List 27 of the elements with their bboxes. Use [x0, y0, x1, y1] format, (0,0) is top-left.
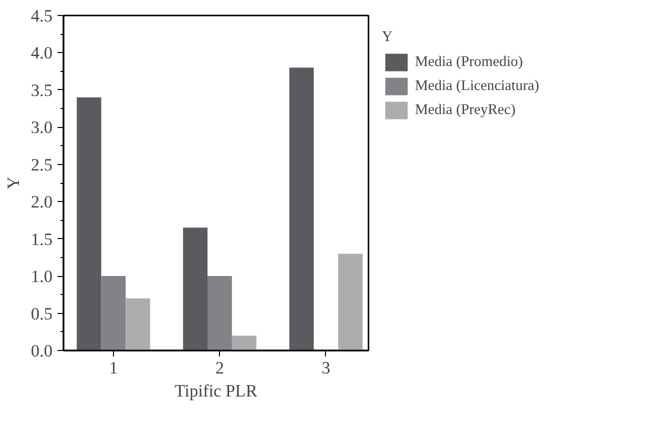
y-tick-label: 4.0 [30, 44, 53, 63]
bar [338, 254, 363, 350]
bar [183, 228, 208, 350]
x-tick-label: 2 [215, 358, 224, 378]
y-tick-label: 3.5 [30, 80, 53, 100]
y-tick-label: 4.5 [30, 6, 53, 26]
y-axis-title: Y [4, 176, 23, 190]
x-tick-label: 3 [322, 358, 330, 378]
bar [289, 68, 314, 350]
y-tick-label: 0.5 [30, 304, 53, 324]
x-axis-title: Tipific PLR [174, 382, 258, 400]
y-tick-label: 1.5 [30, 230, 53, 249]
y-tick-label: 3.0 [30, 118, 53, 138]
legend-label: Media (Licenciatura) [415, 78, 540, 94]
bar [101, 276, 126, 350]
y-tick-label: 2.5 [30, 155, 53, 174]
legend-label: Media (Promedio) [415, 54, 523, 70]
bar [76, 97, 102, 350]
y-tick-label: 2.0 [30, 192, 53, 212]
y-tick-label: 1.0 [30, 267, 53, 286]
legend-title: Y [382, 29, 394, 46]
legend-label: Media (PreyRec) [415, 102, 516, 118]
bar [232, 336, 256, 350]
x-tick-label: 1 [109, 358, 118, 378]
bar [208, 276, 232, 350]
bar [126, 298, 150, 350]
y-tick-label: 0.0 [30, 342, 53, 360]
